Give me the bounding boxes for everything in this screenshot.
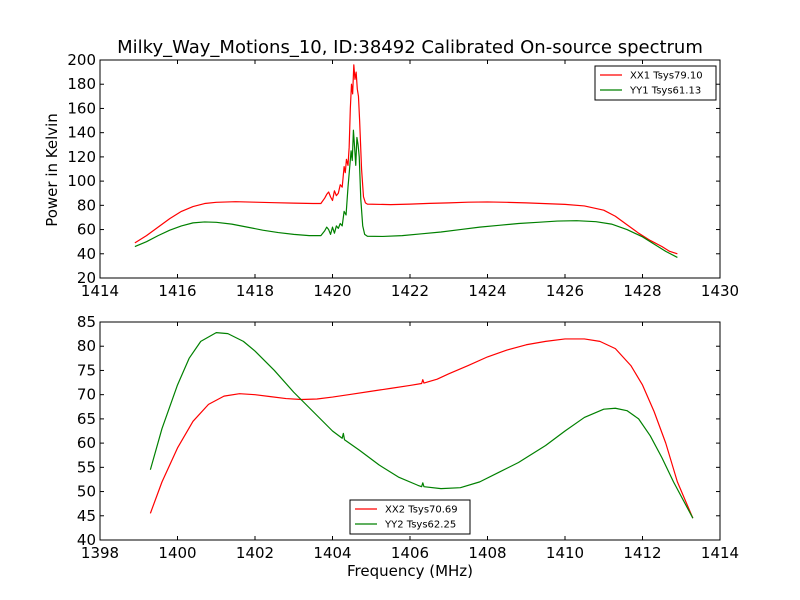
y-tick-label: 120 (67, 148, 96, 166)
x-tick-label: 1418 (236, 282, 274, 300)
y-tick-label: 200 (67, 51, 96, 69)
x-tick-label: 1404 (313, 544, 351, 562)
x-axis-label: Frequency (MHz) (347, 562, 473, 580)
y-tick-label: 50 (77, 483, 96, 501)
y-tick-label: 45 (77, 507, 96, 525)
legend-label: XX1 Tsys79.10 (630, 71, 703, 82)
x-tick-label: 1412 (623, 544, 661, 562)
x-tick-label: 1428 (623, 282, 661, 300)
x-tick-label: 1410 (546, 544, 584, 562)
series-line-yy1 (134, 129, 678, 258)
x-tick-label: 1420 (313, 282, 351, 300)
x-tick-label: 1406 (391, 544, 429, 562)
legend-box (594, 65, 717, 101)
y-tick-label: 40 (77, 245, 96, 263)
y-axis-label-top: Power in Kelvin (43, 113, 61, 227)
legend: XX1 Tsys79.10 YY1 Tsys61.13 (594, 65, 717, 101)
x-tick-label: 1414 (81, 282, 119, 300)
series-line-yy2 (149, 332, 694, 519)
top-spectrum-panel: 1414 1416 1418 1420 1422 1424 1426 1428 1430 20 40… (67, 51, 739, 300)
series-line-xx1 (134, 64, 678, 255)
x-tick-label: 1408 (468, 544, 506, 562)
y-tick-label: 70 (77, 386, 96, 404)
x-tick-label: 1416 (158, 282, 196, 300)
x-tick-label: 1414 (701, 544, 739, 562)
x-tick-label: 1430 (701, 282, 739, 300)
y-tick-label: 40 (77, 531, 96, 549)
y-tick-label: 75 (77, 361, 96, 379)
y-tick-label: 80 (77, 337, 96, 355)
figure-title: Milky_Way_Motions_10, ID:38492 Calibrate… (117, 37, 703, 58)
y-tick-label: 80 (77, 196, 96, 214)
y-tick-label: 20 (77, 269, 96, 287)
y-tick-label: 55 (77, 458, 96, 476)
y-tick-label: 85 (77, 313, 96, 331)
bottom-spectrum-panel: 1398 1400 1402 1404 1406 1408 1410 1412 1414 40 45… (77, 313, 739, 562)
legend-label: XX2 Tsys70.69 (385, 505, 458, 516)
x-tick-label: 1402 (236, 544, 274, 562)
y-tick-label: 60 (77, 221, 96, 239)
x-tick-label: 1400 (158, 544, 196, 562)
y-tick-label: 180 (67, 75, 96, 93)
y-tick-label: 60 (77, 434, 96, 452)
y-tick-label: 160 (67, 99, 96, 117)
legend-label: YY2 Tsys62.25 (384, 520, 456, 531)
y-tick-label: 100 (67, 172, 96, 190)
series-line-xx2 (149, 338, 694, 519)
legend: XX2 Tsys70.69 YY2 Tsys62.25 (349, 499, 471, 535)
x-tick-label: 1422 (391, 282, 429, 300)
x-tick-label: 1424 (468, 282, 506, 300)
legend-label: YY1 Tsys61.13 (629, 86, 701, 97)
y-tick-label: 65 (77, 410, 96, 428)
legend-box (349, 499, 471, 535)
x-tick-label: 1426 (546, 282, 584, 300)
y-tick-label: 140 (67, 124, 96, 142)
x-tick-label: 1398 (81, 544, 119, 562)
